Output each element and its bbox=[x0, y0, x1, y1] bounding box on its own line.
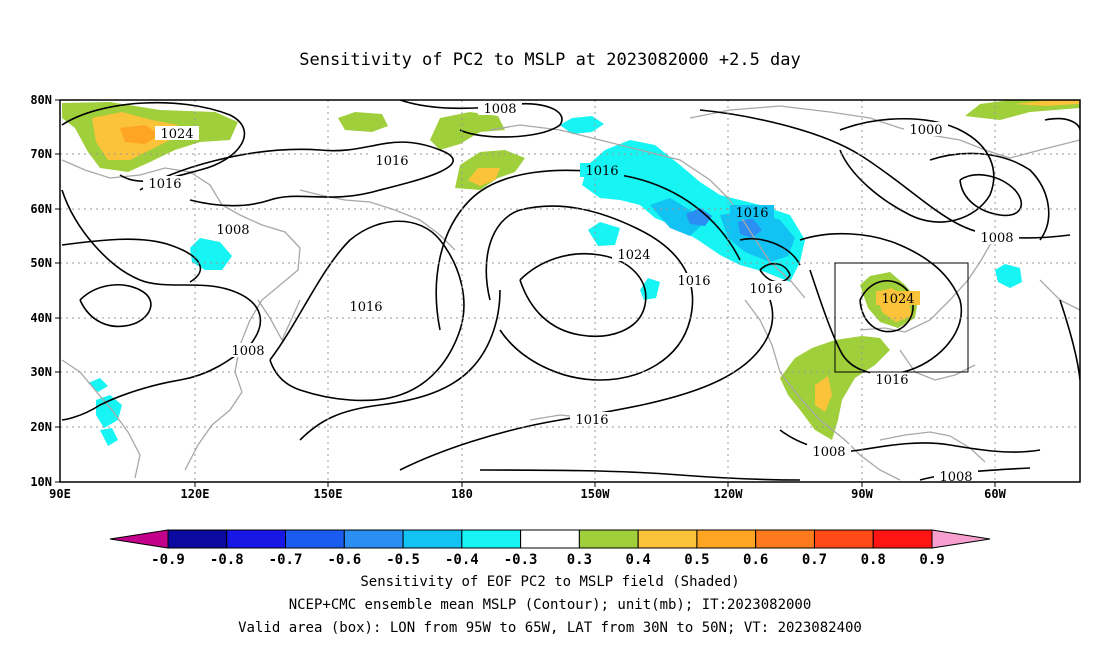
negative-sensitivity-region bbox=[560, 116, 604, 134]
contour-label: 1016 bbox=[735, 206, 768, 221]
colorbar-tick-label: -0.3 bbox=[504, 552, 538, 568]
caption-line-1: Sensitivity of EOF PC2 to MSLP field (Sh… bbox=[360, 574, 740, 590]
colorbar-min-arrow bbox=[109, 529, 169, 549]
colorbar-tick-label: 0.8 bbox=[861, 552, 886, 568]
colorbar-swatch bbox=[696, 529, 757, 549]
valid-area-box bbox=[834, 262, 969, 373]
colorbar-swatch bbox=[402, 529, 463, 549]
longitude-labels: 90E 120E 150E 180 150W 120W 90W 60W bbox=[49, 487, 1006, 501]
map-title: Sensitivity of PC2 to MSLP at 2023082000… bbox=[299, 50, 801, 70]
colorbar-swatch bbox=[755, 529, 815, 549]
colorbar-tick-label: -0.7 bbox=[269, 552, 303, 568]
contour-label: 1016 bbox=[349, 300, 382, 315]
colorbar-swatch bbox=[167, 529, 228, 549]
axis-ticks bbox=[55, 99, 996, 487]
caption-line-3: Valid area (box): LON from 95W to 65W, L… bbox=[238, 620, 862, 636]
colorbar-tick-label: 0.5 bbox=[684, 552, 709, 568]
lat-tick-label: 20N bbox=[30, 420, 52, 434]
lat-tick-label: 40N bbox=[30, 311, 52, 325]
caption-line-2: NCEP+CMC ensemble mean MSLP (Contour); u… bbox=[288, 597, 812, 613]
lon-tick-label: 150W bbox=[581, 487, 611, 501]
contour-label: 1008 bbox=[231, 344, 264, 359]
lon-tick-label: 120W bbox=[714, 487, 744, 501]
colorbar-tick-label: 0.4 bbox=[626, 552, 651, 568]
positive-sensitivity-region bbox=[815, 376, 832, 412]
lon-tick-label: 90E bbox=[49, 487, 71, 501]
contour-label: 1024 bbox=[617, 248, 650, 263]
contour-label: 1008 bbox=[483, 102, 516, 117]
negative-sensitivity-region bbox=[88, 378, 108, 392]
lon-tick-label: 150E bbox=[314, 487, 343, 501]
contour-label: 1008 bbox=[812, 445, 845, 460]
map-frame bbox=[59, 99, 1081, 483]
lat-tick-label: 30N bbox=[30, 365, 52, 379]
colorbar-tick-label: 0.6 bbox=[743, 552, 768, 568]
contour-label: 1008 bbox=[939, 470, 972, 485]
colorbar-swatch bbox=[520, 529, 580, 549]
colorbar-swatch bbox=[285, 529, 345, 549]
colorbar-max-arrow bbox=[931, 529, 991, 549]
lat-tick-label: 70N bbox=[30, 147, 52, 161]
colorbar-tick-label: 0.3 bbox=[567, 552, 592, 568]
lon-tick-label: 60W bbox=[984, 487, 1006, 501]
positive-sensitivity-region bbox=[120, 125, 160, 144]
colorbar-tick-label: -0.9 bbox=[151, 552, 185, 568]
coastlines bbox=[61, 105, 1080, 481]
contour-label: 1016 bbox=[148, 177, 181, 192]
contour-label: 1008 bbox=[216, 223, 249, 238]
positive-sensitivity-region bbox=[1015, 100, 1080, 106]
lat-tick-label: 50N bbox=[30, 256, 52, 270]
negative-sensitivity-region bbox=[588, 222, 620, 246]
negative-sensitivity-region bbox=[738, 218, 762, 238]
colorbar-tick-label: -0.4 bbox=[445, 552, 479, 568]
contour-label: 1024 bbox=[160, 127, 193, 142]
positive-sensitivity-region bbox=[430, 112, 505, 150]
contour-label-group: 1008 1024 1016 1016 1008 1016 1008 1016 … bbox=[143, 101, 1019, 485]
latitude-labels: 80N 70N 60N 50N 40N 30N 20N 10N bbox=[30, 93, 52, 489]
lon-tick-label: 90W bbox=[851, 487, 873, 501]
contour-label: 1016 bbox=[749, 282, 782, 297]
colorbar-tick-label: -0.5 bbox=[386, 552, 420, 568]
contour-label: 1016 bbox=[677, 274, 710, 289]
colorbar: -0.9 -0.8 -0.7 -0.6 -0.5 -0.4 -0.3 0.3 0.4 0.5 0.6… bbox=[109, 529, 991, 568]
lat-tick-label: 60N bbox=[30, 202, 52, 216]
contour-label: 1016 bbox=[875, 373, 908, 388]
lon-tick-label: 180 bbox=[451, 487, 473, 501]
colorbar-tick-label: 0.9 bbox=[919, 552, 944, 568]
colorbar-swatch bbox=[578, 529, 639, 549]
colorbar-swatch bbox=[226, 529, 287, 549]
contour-label: 1000 bbox=[909, 123, 942, 138]
contour-label: 1016 bbox=[585, 164, 618, 179]
negative-sensitivity-region bbox=[100, 428, 118, 446]
colorbar-swatch bbox=[813, 529, 874, 549]
colorbar-swatch bbox=[343, 529, 404, 549]
lat-tick-label: 80N bbox=[30, 93, 52, 107]
contour-label: 1024 bbox=[881, 292, 914, 307]
positive-sensitivity-region bbox=[780, 336, 890, 440]
colorbar-swatch bbox=[872, 529, 933, 549]
negative-sensitivity-region bbox=[190, 238, 232, 270]
colorbar-swatch bbox=[637, 529, 698, 549]
contour-label: 1008 bbox=[980, 231, 1013, 246]
colorbar-tick-label: -0.8 bbox=[210, 552, 244, 568]
contour-label: 1016 bbox=[575, 413, 608, 428]
positive-sensitivity-region bbox=[338, 112, 388, 132]
negative-sensitivity-region bbox=[995, 264, 1022, 288]
lon-tick-label: 120E bbox=[181, 487, 210, 501]
positive-sensitivity-region bbox=[468, 168, 500, 186]
colorbar-tick-label: -0.6 bbox=[327, 552, 361, 568]
mslp-contours bbox=[61, 100, 1080, 481]
colorbar-tick-label: 0.7 bbox=[802, 552, 827, 568]
negative-sensitivity-region bbox=[650, 198, 705, 236]
contour-label: 1016 bbox=[375, 154, 408, 169]
lat-tick-label: 10N bbox=[30, 475, 52, 489]
negative-sensitivity-region bbox=[686, 208, 712, 226]
colorbar-swatch bbox=[461, 529, 522, 549]
